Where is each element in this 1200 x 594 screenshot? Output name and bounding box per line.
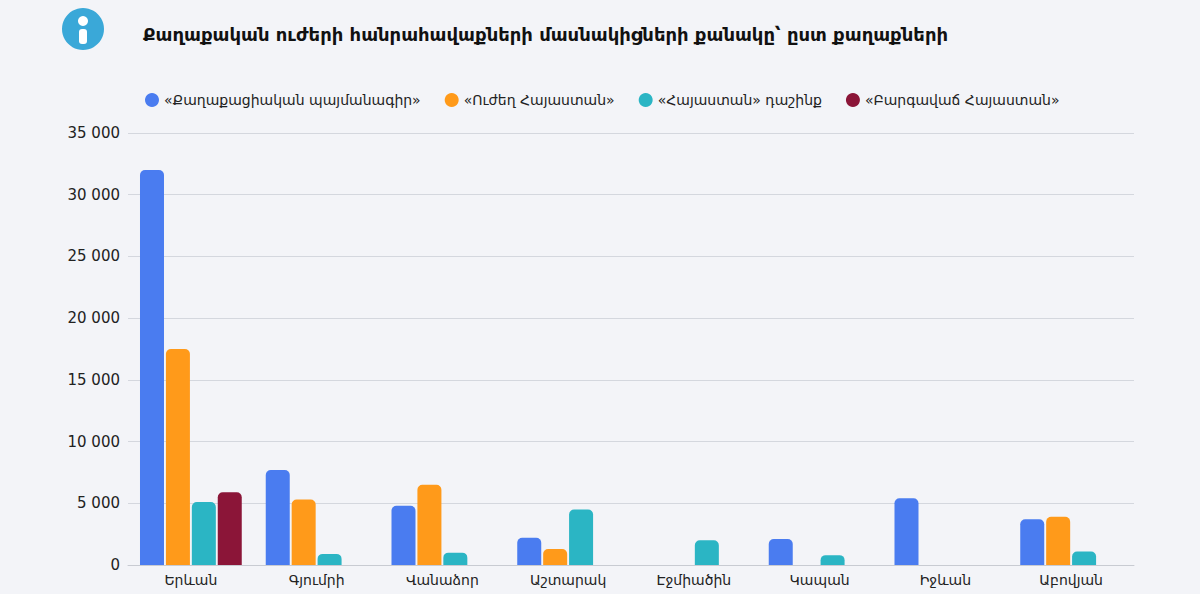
svg-text:«Քաղաքացիական պայմանագիր»: «Քաղաքացիական պայմանագիր» [164,92,421,108]
svg-text:«Բարգավաճ Հայաստան»: «Բարգավաճ Հայաստան» [865,92,1060,108]
svg-text:10 000: 10 000 [68,433,121,451]
svg-text:Երևան: Երևան [164,572,217,588]
svg-text:Էջմիածին: Էջմիածին [657,572,732,588]
svg-text:«Հայաստան» դաշինք: «Հայաստան» դաշինք [658,92,822,108]
svg-text:Իջևան: Իջևան [920,572,971,588]
svg-text:Գյումրի: Գյումրի [289,572,345,588]
svg-text:Աշտարակ: Աշտարակ [530,572,606,588]
svg-text:35 000: 35 000 [68,124,121,142]
svg-text:30 000: 30 000 [68,186,121,204]
svg-text:Աբովյան: Աբովյան [1039,572,1103,588]
svg-text:Կապան: Կապան [790,572,850,588]
svg-text:15 000: 15 000 [68,371,121,389]
svg-text:0: 0 [110,556,120,574]
svg-text:25 000: 25 000 [68,247,121,265]
svg-text:«Ուժեղ Հայաստան»: «Ուժեղ Հայաստան» [464,92,615,108]
svg-text:5 000: 5 000 [77,494,120,512]
svg-text:Քաղաքական ուժերի հանրահավաքներ: Քաղաքական ուժերի հանրահավաքների մասնակից… [143,24,948,45]
svg-text:20 000: 20 000 [68,309,121,327]
svg-text:Վանաձոր: Վանաձոր [406,572,479,588]
